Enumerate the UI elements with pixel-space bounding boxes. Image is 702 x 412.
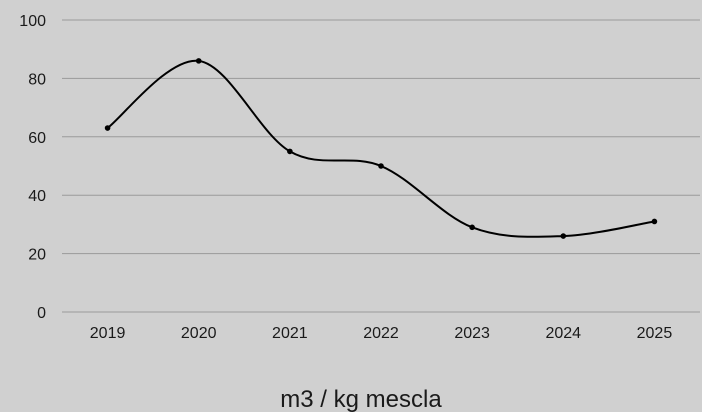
y-tick-label-80: 80 (28, 71, 46, 88)
y-tick-label-0: 0 (37, 305, 46, 322)
data-point-2025 (651, 218, 658, 225)
x-tick-label-2019: 2019 (90, 325, 126, 342)
x-tick-label-2023: 2023 (454, 325, 490, 342)
x-tick-label-2021: 2021 (272, 325, 308, 342)
x-tick-label-2024: 2024 (545, 325, 581, 342)
x-axis-title: m3 / kg mescla (280, 386, 442, 412)
x-tick-label-2022: 2022 (363, 325, 399, 342)
series-line (106, 59, 656, 238)
data-point-2024 (560, 233, 567, 239)
data-points (104, 58, 658, 239)
data-point-2022 (378, 163, 384, 169)
y-axis-tick-labels: 0 20 40 60 80 100 (19, 13, 46, 322)
data-point-2020 (195, 58, 202, 64)
data-point-2021 (287, 148, 293, 155)
y-tick-label-40: 40 (28, 188, 46, 205)
y-tick-label-60: 60 (28, 130, 46, 147)
y-tick-label-20: 20 (28, 247, 46, 264)
series-0-line (106, 59, 656, 238)
x-axis-tick-labels: 2019 2020 2021 2022 2023 2024 2025 (90, 325, 673, 342)
gridlines (62, 19, 700, 313)
x-tick-label-2025: 2025 (637, 325, 673, 342)
data-point-2023 (469, 224, 475, 231)
data-point-2019 (104, 125, 111, 131)
x-tick-label-2020: 2020 (181, 325, 217, 342)
y-tick-label-100: 100 (19, 13, 46, 30)
